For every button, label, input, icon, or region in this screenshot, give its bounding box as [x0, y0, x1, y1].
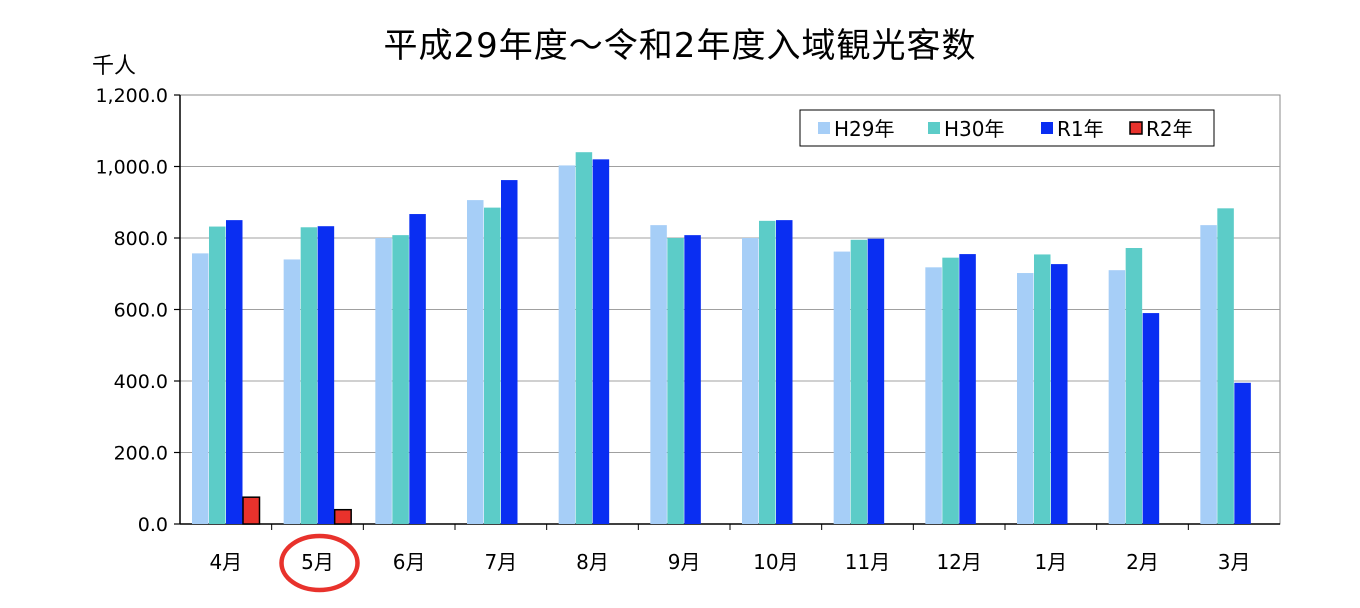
bar-H30年-12月: [942, 257, 959, 524]
bar-H29年-8月: [558, 165, 576, 525]
bar-R1年-1月: [1051, 264, 1068, 524]
y-tick-label: 1,000.0: [95, 157, 168, 179]
x-category-label: 4月: [209, 550, 242, 574]
x-category-label: 5月: [301, 550, 334, 574]
y-tick-label: 800.0: [114, 228, 168, 250]
bar-H30年-11月: [850, 239, 868, 524]
legend-label: H29年: [834, 117, 895, 141]
x-category-label: 8月: [576, 550, 609, 574]
bar-R1年-2月: [1142, 313, 1160, 524]
bar-R2年-5月: [333, 508, 352, 525]
y-tick-label: 200.0: [114, 443, 168, 465]
bar-H30年-2月: [1125, 248, 1143, 524]
bar-R1年-7月: [501, 180, 518, 524]
legend-swatch: [1041, 122, 1053, 134]
annotation-circle: [279, 533, 360, 593]
bar-H29年-3月: [1200, 225, 1217, 524]
bar-H30年-5月: [300, 227, 318, 524]
y-tick-label: 0.0: [138, 514, 168, 536]
bar-R1年-8月: [592, 159, 610, 524]
x-category-label: 10月: [753, 550, 798, 574]
bar-H29年-11月: [833, 251, 851, 524]
bar-H29年-12月: [925, 267, 942, 524]
legend-label: H30年: [944, 117, 1005, 141]
x-category-label: 1月: [1034, 550, 1067, 574]
bar-R1年-10月: [776, 220, 793, 524]
bar-H30年-1月: [1034, 254, 1051, 524]
legend-label: R2年: [1146, 117, 1193, 141]
x-category-label: 3月: [1218, 550, 1251, 574]
chart-title: 平成29年度～令和2年度入域観光客数: [383, 26, 977, 66]
legend-label: R1年: [1057, 117, 1104, 141]
legend-swatch: [1129, 121, 1143, 135]
bar-H29年-10月: [742, 238, 759, 524]
bar-H30年-7月: [484, 207, 501, 525]
legend-swatch: [818, 122, 830, 134]
bar-H29年-5月: [283, 259, 301, 524]
legend-swatch: [928, 122, 940, 134]
bar-R1年-6月: [409, 214, 426, 525]
bar-R1年-11月: [867, 238, 885, 524]
bar-R2年-4月: [242, 496, 261, 525]
y-axis-unit-label: 千人: [92, 54, 137, 79]
bar-R1年-5月: [317, 226, 335, 524]
bar-H29年-1月: [1017, 273, 1034, 524]
bar-H30年-9月: [667, 238, 684, 524]
bar-H29年-4月: [192, 253, 209, 524]
bar-R1年-3月: [1234, 382, 1251, 524]
bar-H29年-7月: [467, 200, 484, 525]
bar-H30年-4月: [209, 226, 226, 524]
bar-H29年-6月: [375, 238, 392, 524]
bar-H30年-10月: [759, 220, 776, 524]
bar-H29年-2月: [1108, 270, 1126, 524]
x-category-label: 7月: [484, 550, 517, 574]
x-category-label: 12月: [936, 550, 981, 574]
x-category-label: 6月: [393, 550, 426, 574]
bar-R1年-9月: [684, 235, 701, 524]
y-tick-label: 600.0: [114, 300, 168, 322]
x-category-label: 11月: [845, 550, 890, 574]
bar-H30年-8月: [575, 152, 593, 524]
bar-R1年-12月: [959, 254, 976, 524]
x-category-label: 2月: [1126, 550, 1159, 574]
y-tick-label: 1,200.0: [95, 85, 168, 107]
bar-H30年-6月: [392, 235, 409, 524]
x-category-label: 9月: [668, 550, 701, 574]
bar-R1年-4月: [226, 220, 243, 524]
bar-H30年-3月: [1217, 208, 1234, 524]
legend-box: [799, 109, 1215, 147]
bar-H29年-9月: [650, 225, 667, 524]
y-tick-label: 400.0: [114, 371, 168, 393]
